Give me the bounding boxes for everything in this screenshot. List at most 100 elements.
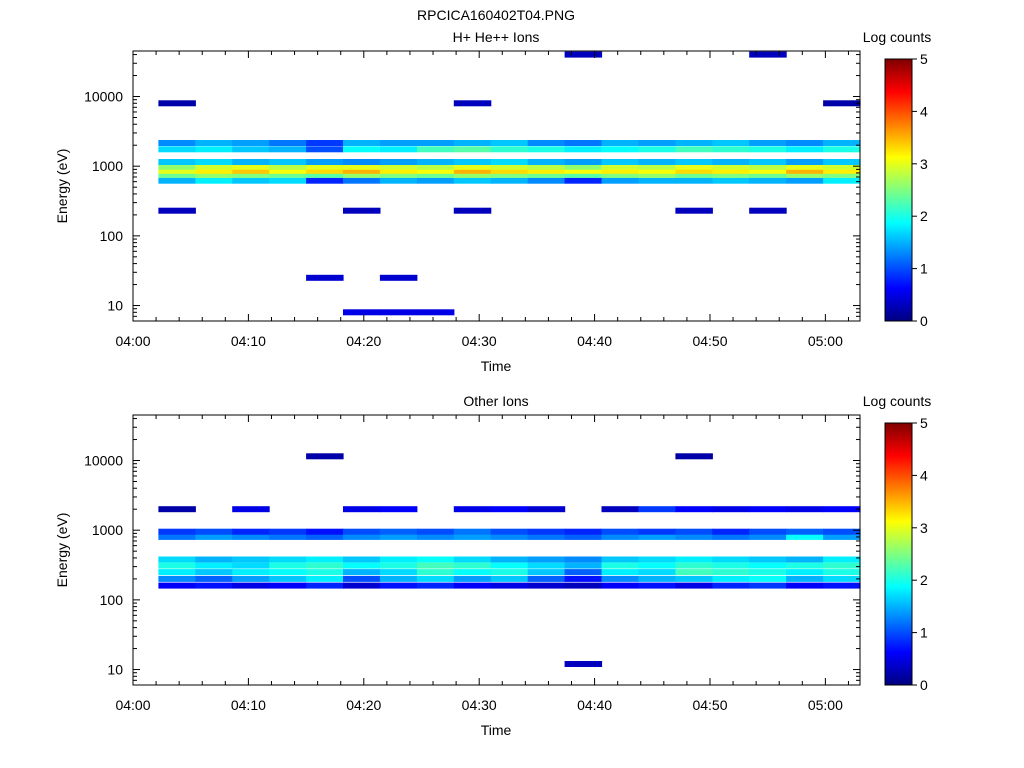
heatmap-cell	[158, 163, 196, 170]
heatmap-cell	[343, 309, 381, 316]
heatmap-cell	[232, 171, 270, 178]
heatmap-cell	[638, 146, 676, 153]
heatmap-cell	[195, 528, 233, 535]
y-tick-label: 100	[100, 228, 124, 244]
heatmap-cell	[712, 159, 750, 165]
heatmap-cell	[490, 528, 529, 535]
heatmap-cell	[232, 167, 270, 174]
heatmap-cell	[158, 207, 196, 214]
x-tick-label: 04:20	[346, 697, 381, 713]
heatmap-cell	[232, 146, 270, 153]
x-tick-label: 04:30	[462, 333, 497, 349]
heatmap-cell	[490, 575, 529, 582]
heatmap-cell	[306, 533, 344, 540]
heatmap-cell	[343, 506, 381, 513]
heatmap-cell	[638, 562, 676, 569]
heatmap-cell	[601, 575, 639, 582]
heatmap-cell	[453, 207, 492, 214]
heatmap-cell	[306, 274, 344, 281]
heatmap-cell	[786, 167, 824, 174]
heatmap-cell	[675, 167, 713, 174]
heatmap-cell	[786, 582, 824, 589]
heatmap-cell	[195, 140, 233, 146]
heatmap-cell	[232, 159, 270, 165]
heatmap-cell	[749, 533, 787, 540]
heatmap-cell	[786, 146, 824, 153]
heatmap-cell	[564, 159, 603, 165]
heatmap-cell	[749, 556, 787, 563]
heatmap-cell	[638, 556, 676, 563]
heatmap-cell	[306, 569, 344, 576]
heatmap-cell	[712, 528, 750, 535]
heatmap-cell	[306, 528, 344, 535]
heatmap-cell	[712, 556, 750, 563]
heatmap-cell	[269, 167, 307, 174]
colorbar-tick-label: 5	[920, 415, 928, 431]
heatmap-cell	[749, 569, 787, 576]
heatmap-cell	[527, 171, 566, 178]
heatmap-cell	[490, 562, 529, 569]
heatmap-cell	[823, 100, 861, 107]
heatmap-cell	[527, 163, 566, 170]
heatmap-cell	[675, 575, 713, 582]
heatmap-cell	[490, 582, 529, 589]
heatmap-cell	[638, 177, 676, 184]
heatmap-cell	[416, 159, 455, 165]
heatmap-cell	[749, 140, 787, 146]
heatmap-cell	[306, 562, 344, 569]
heatmap-cell	[416, 556, 455, 563]
colorbar-label: Log counts	[863, 393, 932, 409]
heatmap-cell	[675, 159, 713, 165]
heatmap-cell	[306, 146, 344, 153]
y-tick-label: 10000	[84, 89, 123, 105]
heatmap-cell	[343, 159, 381, 165]
heatmap-cell	[343, 556, 381, 563]
heatmap-cell	[306, 171, 344, 178]
heatmap-cell	[786, 533, 824, 540]
heatmap-cell	[786, 159, 824, 165]
colorbar-tick-label: 3	[920, 156, 928, 172]
heatmap-cell	[749, 207, 787, 214]
heatmap-cell	[453, 140, 492, 146]
heatmap-cell	[527, 506, 566, 513]
heatmap-cell	[306, 140, 344, 146]
heatmap-cells	[158, 453, 861, 667]
heatmap-cell	[564, 575, 603, 582]
heatmap-cell	[416, 309, 455, 316]
heatmap-cell	[269, 582, 307, 589]
x-tick-label: 04:20	[346, 333, 381, 349]
heatmap-cell	[416, 582, 455, 589]
heatmap-cell	[527, 140, 566, 146]
heatmap-cell	[453, 562, 492, 569]
colorbar-tick-label: 5	[920, 51, 928, 67]
heatmap-cell	[343, 582, 381, 589]
heatmap-cell	[269, 575, 307, 582]
heatmap-cell	[453, 171, 492, 178]
heatmap-cell	[343, 528, 381, 535]
heatmap-cell	[269, 569, 307, 576]
heatmap-cell	[158, 100, 196, 107]
heatmap-cell	[158, 171, 196, 178]
heatmap-cell	[343, 163, 381, 170]
heatmap-cell	[749, 163, 787, 170]
heatmap-cell	[306, 575, 344, 582]
x-tick-label: 04:30	[462, 697, 497, 713]
heatmap-cell	[379, 506, 418, 513]
heatmap-cell	[638, 159, 676, 165]
heatmap-cell	[379, 569, 418, 576]
heatmap-cell	[638, 140, 676, 146]
colorbar-tick-label: 3	[920, 520, 928, 536]
heatmap-cell	[379, 167, 418, 174]
x-tick-label: 05:00	[808, 333, 843, 349]
heatmap-cell	[416, 528, 455, 535]
heatmap-cell	[749, 528, 787, 535]
heatmap-cell	[416, 140, 455, 146]
heatmap-cell	[601, 177, 639, 184]
heatmap-cell	[564, 533, 603, 540]
y-tick-label: 1000	[92, 158, 123, 174]
heatmap-cell	[601, 159, 639, 165]
heatmap-cell	[638, 533, 676, 540]
heatmap-cell	[823, 582, 861, 589]
heatmap-cell	[564, 163, 603, 170]
heatmap-cell	[601, 533, 639, 540]
